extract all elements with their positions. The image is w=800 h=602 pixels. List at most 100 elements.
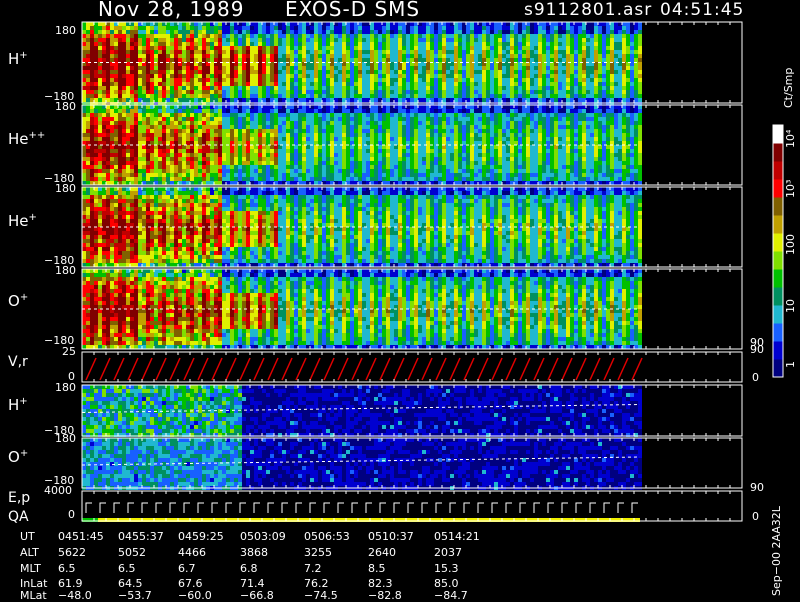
spectrogram-cell [402,66,406,70]
spectrogram-cell [110,46,114,50]
spectrogram-cell [142,153,146,157]
spectrogram-cell [190,42,194,46]
spectrogram-cell [438,90,442,94]
spectrogram-cell [378,34,382,38]
spectrogram-cell [82,94,86,98]
spectrogram-cell [174,109,178,113]
spectrogram-cell [346,173,350,177]
spectrogram-cell [522,90,526,94]
spectrogram-cell [574,26,578,30]
spectrogram-cell [214,66,218,70]
spectrogram-cell [186,145,190,149]
spectrogram-cell [234,90,238,94]
spectrogram-cell [298,22,302,26]
spectrogram-cell [278,50,282,54]
spectrogram-cell [374,177,378,181]
spectrogram-cell [526,58,530,62]
spectrogram-cell [634,58,638,62]
spectrogram-cell [290,173,294,177]
spectrogram-cell [210,109,214,113]
spectrogram-cell [98,78,102,82]
spectrogram-cell [298,34,302,38]
spectrogram-cell [206,109,210,113]
spectrogram-cell [554,94,558,98]
spectrogram-cell [86,121,90,125]
spectrogram-cell [246,74,250,78]
spectrogram-cell [218,145,222,149]
spectrogram-cell [306,157,310,161]
spectrogram-cell [534,42,538,46]
spectrogram-cell [530,22,534,26]
spectrogram-cell [170,169,174,173]
spectrogram-cell [462,145,466,149]
spectrogram-cell [362,34,366,38]
spectrogram-cell [170,94,174,98]
spectrogram-cell [138,46,142,50]
spectrogram-cell [270,133,274,137]
spectrogram-cell [206,137,210,141]
spectrogram-cell [142,50,146,54]
spectrogram-cell [186,70,190,74]
spectrogram-cell [182,157,186,161]
spectrogram-cell [438,94,442,98]
spectrogram-cell [390,74,394,78]
spectrogram-cell [110,165,114,169]
spectrogram-cell [422,109,426,113]
spectrogram-cell [218,22,222,26]
spectrogram-cell [366,169,370,173]
spectrogram-cell [462,78,466,82]
spectrogram-cell [570,42,574,46]
spectrogram-cell [438,30,442,34]
spectrogram-cell [554,42,558,46]
spectrogram-cell [250,86,254,90]
spectrogram-cell [634,50,638,54]
spectrogram-cell [350,149,354,153]
spectrogram-cell [230,141,234,145]
spectrogram-cell [358,30,362,34]
spectrogram-cell [202,157,206,161]
spectrogram-cell [346,137,350,141]
spectrogram-cell [154,70,158,74]
spectrogram-cell [618,58,622,62]
spectrogram-cell [366,82,370,86]
spectrogram-cell [510,70,514,74]
spectrogram-cell [322,30,326,34]
spectrogram-cell [390,34,394,38]
spectrogram-cell [262,54,266,58]
spectrogram-cell [318,98,322,102]
spectrogram-cell [322,50,326,54]
spectrogram-cell [602,42,606,46]
spectrogram-cell [402,149,406,153]
spectrogram-cell [182,165,186,169]
spectrogram-cell [346,177,350,181]
spectrogram-cell [134,129,138,133]
spectrogram-cell [574,90,578,94]
spectrogram-cell [178,22,182,26]
spectrogram-cell [378,54,382,58]
spectrogram-cell [518,38,522,42]
spectrogram-cell [294,145,298,149]
spectrogram-cell [614,50,618,54]
spectrogram-cell [558,98,562,102]
spectrogram-cell [446,98,450,102]
spectrogram-cell [254,46,258,50]
spectrogram-cell [534,86,538,90]
spectrogram-cell [174,105,178,109]
spectrogram-cell [338,30,342,34]
spectrogram-cell [242,78,246,82]
spectrogram-cell [370,94,374,98]
spectrogram-cell [82,50,86,54]
spectrogram-cell [462,177,466,181]
spectrogram-cell [446,137,450,141]
spectrogram-cell [634,30,638,34]
spectrogram-cell [426,50,430,54]
spectrogram-cell [150,38,154,42]
spectrogram-cell [146,58,150,62]
spectrogram-cell [342,42,346,46]
spectrogram-cell [514,58,518,62]
spectrogram-cell [630,86,634,90]
spectrogram-cell [638,98,642,102]
spectrogram-cell [354,98,358,102]
spectrogram-cell [286,78,290,82]
spectrogram-cell [98,86,102,90]
